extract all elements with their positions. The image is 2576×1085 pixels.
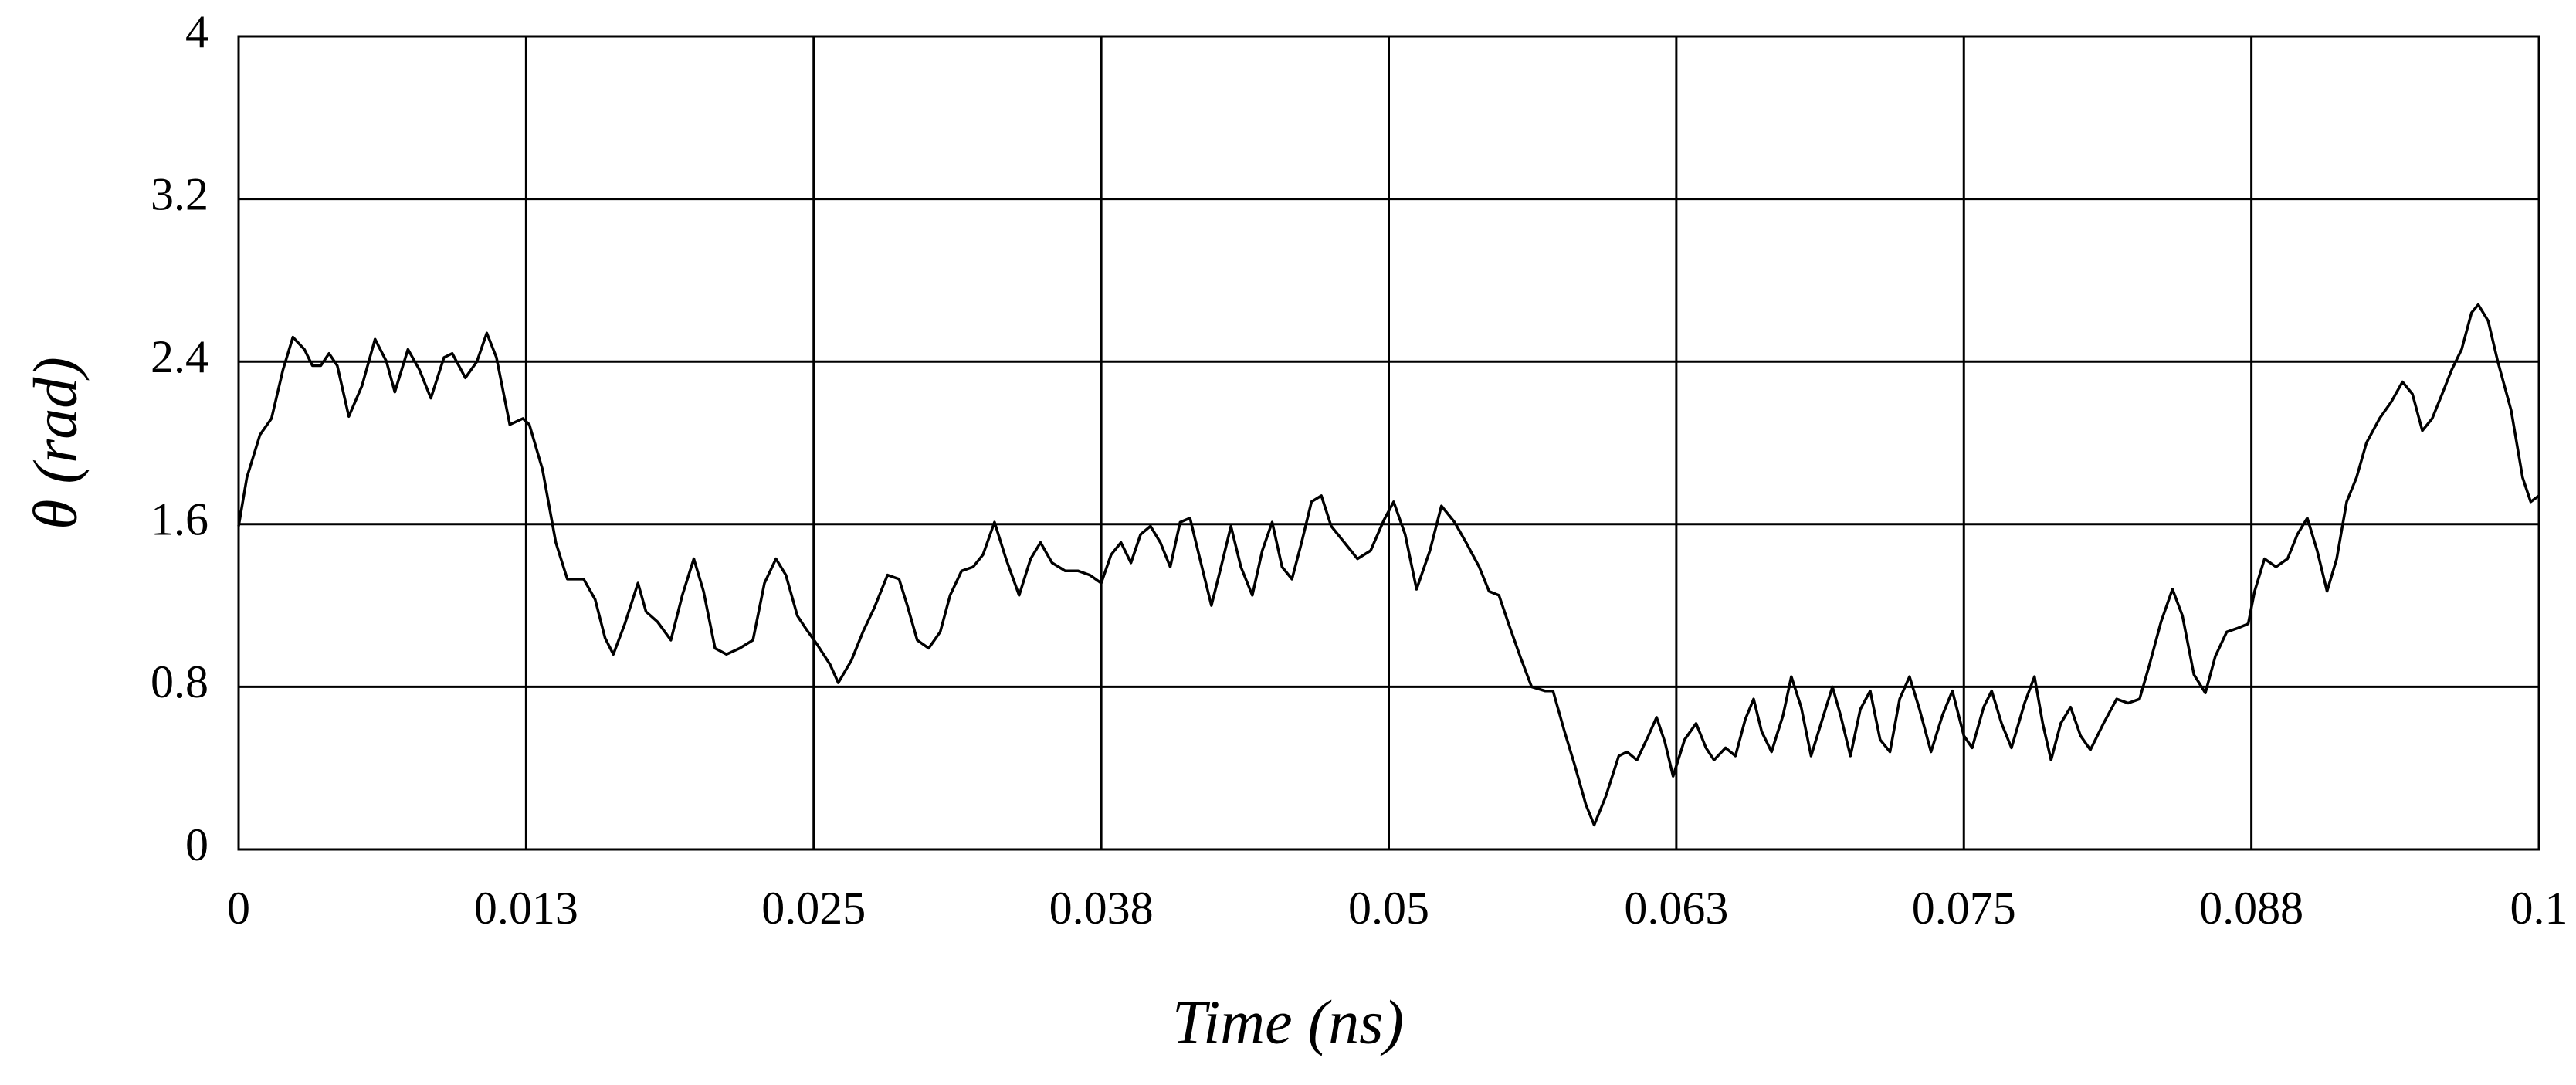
y-tick-label: 0: [185, 819, 208, 870]
y-tick-label: 1.6: [151, 494, 208, 545]
x-tick-label: 0.05: [1348, 883, 1429, 934]
y-tick-label: 4: [185, 6, 208, 57]
x-tick-label: 0.063: [1624, 883, 1728, 934]
x-tick-label: 0.025: [761, 883, 866, 934]
plot-frame: [237, 35, 2540, 851]
x-tick-label: 0: [227, 883, 250, 934]
x-tick-label: 0.088: [2199, 883, 2303, 934]
y-tick-label: 2.4: [151, 331, 208, 382]
data-line: [237, 303, 2540, 827]
x-tick-label: 0.1: [2510, 883, 2568, 934]
y-tick-label: 0.8: [151, 656, 208, 707]
y-axis-title: θ (rad): [22, 357, 90, 530]
y-tick-label: 3.2: [151, 168, 208, 219]
x-tick-label: 0.013: [474, 883, 578, 934]
x-axis-title: Time (ns): [1172, 988, 1404, 1056]
x-tick-label: 0.075: [1912, 883, 2016, 934]
x-tick-label: 0.038: [1049, 883, 1154, 934]
